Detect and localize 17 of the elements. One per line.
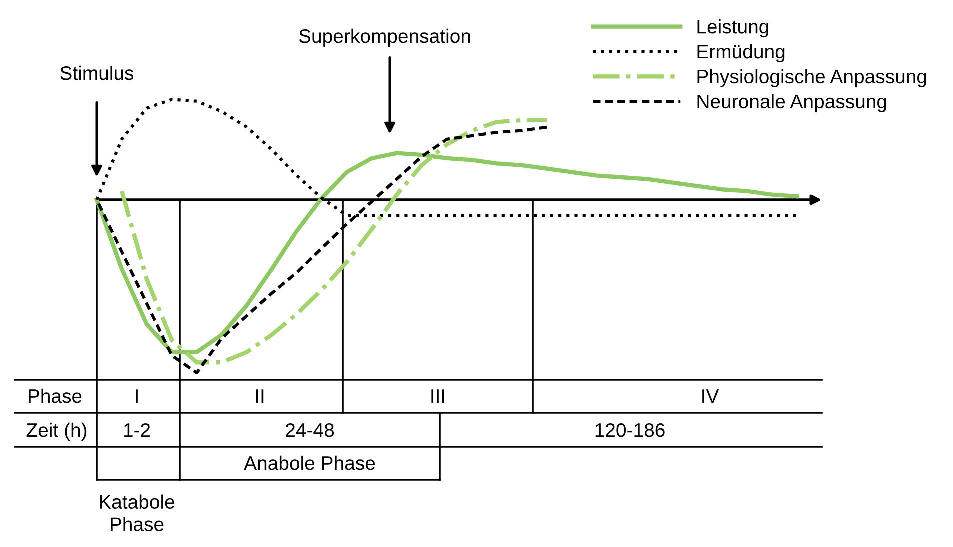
text: Superkompensation xyxy=(299,28,470,48)
text: Phase xyxy=(29,388,82,404)
legend-label: Leistung xyxy=(698,20,768,38)
legend-label: Physiologische Anpassung xyxy=(698,69,926,88)
text: Zeit (h) xyxy=(26,422,87,442)
text: II xyxy=(256,390,264,404)
text: I xyxy=(136,390,138,404)
text: 1-2 xyxy=(124,423,150,438)
text: Anabole Phase xyxy=(244,456,376,470)
text: III xyxy=(432,390,444,404)
legend-label: Ermüdung xyxy=(698,44,785,63)
text: 24-48 xyxy=(286,423,334,438)
text: Stimulus xyxy=(60,66,134,80)
text: Katabole Phase xyxy=(100,494,175,532)
text: IV xyxy=(702,390,720,404)
text: 120-186 xyxy=(596,423,665,438)
legend-label: Neuronale Anpassung xyxy=(698,94,886,112)
